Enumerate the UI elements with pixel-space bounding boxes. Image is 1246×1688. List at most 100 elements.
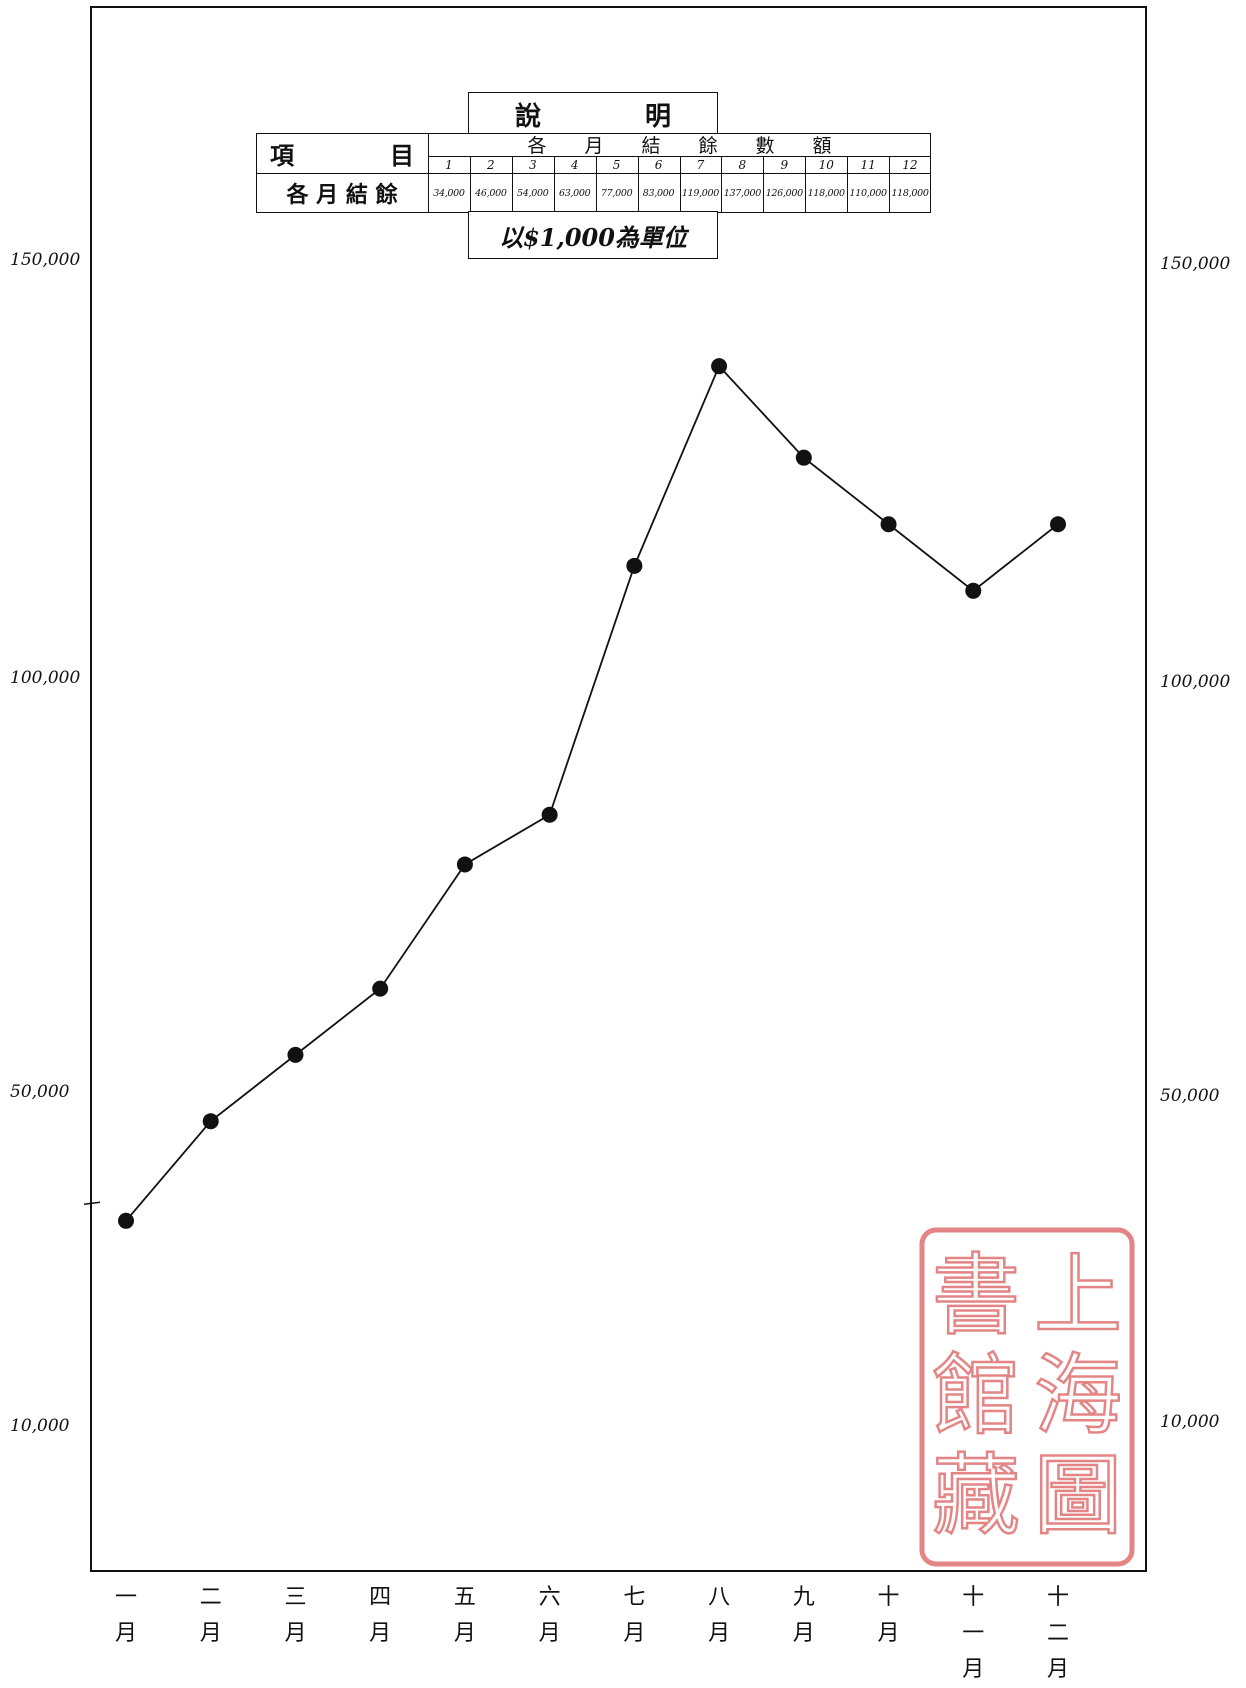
x-tick-label: 九月 bbox=[784, 1580, 824, 1652]
x-tick-label: 六月 bbox=[530, 1580, 570, 1652]
y-tick-right-150000: 150,000 bbox=[1160, 254, 1231, 274]
y-tick-left-100000: 100,000 bbox=[10, 668, 81, 688]
x-tick-label-part: 月 bbox=[199, 1621, 222, 1646]
data-point-6 bbox=[541, 806, 558, 823]
data-point-12 bbox=[1050, 516, 1066, 533]
legend-month-number: 7 bbox=[696, 157, 705, 172]
y-tick-left-150000: 150,000 bbox=[10, 250, 81, 270]
y-tick-left-10000: 10,000 bbox=[10, 1416, 70, 1436]
data-point-5 bbox=[456, 856, 473, 873]
legend-cell-divider bbox=[511, 156, 513, 213]
legend-month-number: 11 bbox=[860, 157, 876, 172]
x-tick-label-part: 五 bbox=[453, 1585, 476, 1610]
seal-character: 圖 bbox=[1034, 1444, 1122, 1547]
legend-cell-divider bbox=[637, 156, 639, 213]
plot-frame bbox=[90, 6, 1147, 1572]
seal-character: 海 bbox=[1034, 1344, 1122, 1447]
y-tick-left-50000: 50,000 bbox=[10, 1082, 70, 1102]
legend-month-value: 118,000 bbox=[891, 187, 929, 199]
legend-month-number: 12 bbox=[902, 157, 918, 172]
x-tick-label-part: 月 bbox=[369, 1621, 392, 1646]
x-tick-label-part: 十 bbox=[877, 1585, 900, 1610]
x-tick-label: 八月 bbox=[699, 1580, 739, 1652]
legend-cell-divider bbox=[595, 156, 597, 213]
legend-month-value: 126,000 bbox=[765, 187, 803, 199]
series-line bbox=[125, 364, 1059, 1222]
legend-cell-divider bbox=[805, 156, 807, 213]
legend-row-header: 項 目 bbox=[270, 140, 414, 170]
legend-month-number: 8 bbox=[738, 157, 747, 172]
data-point-1 bbox=[118, 1212, 134, 1229]
legend-month-number: 1 bbox=[445, 157, 453, 172]
x-tick-label: 十二月 bbox=[1038, 1580, 1078, 1688]
data-point-3 bbox=[287, 1046, 304, 1063]
seal-character: 書 bbox=[932, 1244, 1020, 1347]
x-tick-label: 七月 bbox=[614, 1580, 654, 1652]
legend-month-number: 5 bbox=[612, 157, 621, 172]
x-tick-label-part: 十二 bbox=[1046, 1585, 1069, 1646]
data-point-2 bbox=[202, 1113, 219, 1130]
legend-row-label: 各 月 結 餘 bbox=[286, 182, 398, 208]
x-tick-label-part: 二 bbox=[199, 1585, 222, 1610]
legend-cell-divider bbox=[469, 156, 471, 213]
x-tick-label: 十月 bbox=[869, 1580, 909, 1652]
legend-month-number: 6 bbox=[654, 157, 663, 172]
x-tick-label-part: 一 bbox=[114, 1585, 137, 1610]
legend-month-value: 46,000 bbox=[475, 187, 507, 199]
x-tick-label-part: 月 bbox=[1046, 1657, 1069, 1682]
legend-heading: 說 明 bbox=[514, 101, 671, 132]
axis-tick-mark bbox=[83, 1201, 101, 1205]
x-tick-label: 一月 bbox=[106, 1580, 146, 1652]
x-tick-label-part: 月 bbox=[538, 1621, 561, 1646]
legend-month-number: 2 bbox=[487, 157, 495, 172]
legend-cell-divider bbox=[721, 156, 723, 213]
legend-month-number: 10 bbox=[818, 157, 834, 172]
x-tick-label: 四月 bbox=[360, 1580, 400, 1652]
data-point-9 bbox=[795, 449, 812, 466]
seal-character: 藏 bbox=[932, 1444, 1020, 1547]
legend-month-value: 34,000 bbox=[433, 187, 465, 199]
x-tick-label: 十一月 bbox=[953, 1580, 993, 1688]
x-tick-label-part: 月 bbox=[114, 1621, 137, 1646]
data-point-7 bbox=[626, 557, 643, 574]
legend-cell-divider bbox=[889, 156, 891, 213]
legend-row-divider bbox=[256, 173, 931, 174]
data-point-4 bbox=[372, 980, 389, 997]
x-tick-label-part: 六 bbox=[538, 1585, 561, 1610]
x-tick-label-part: 月 bbox=[877, 1621, 900, 1646]
legend-month-number: 3 bbox=[528, 157, 537, 172]
legend-month-value: 118,000 bbox=[807, 187, 845, 199]
x-tick-label-part: 三 bbox=[284, 1585, 307, 1610]
legend-month-value: 137,000 bbox=[723, 187, 761, 199]
legend-month-value: 63,000 bbox=[558, 187, 591, 199]
legend-month-number: 4 bbox=[570, 157, 579, 172]
seal-character: 館 bbox=[932, 1344, 1020, 1447]
x-tick-label-part: 八 bbox=[708, 1585, 731, 1610]
y-tick-right-10000: 10,000 bbox=[1160, 1412, 1220, 1432]
data-point-8 bbox=[711, 358, 728, 375]
y-tick-right-50000: 50,000 bbox=[1160, 1086, 1220, 1106]
legend-cell-divider bbox=[847, 156, 849, 213]
legend-cell-divider bbox=[679, 156, 681, 213]
legend-cell-divider bbox=[763, 156, 765, 213]
x-tick-label-part: 七 bbox=[623, 1585, 646, 1610]
legend-unit-note: 以$1,000為單位 bbox=[499, 222, 687, 252]
x-tick-label-part: 月 bbox=[708, 1621, 731, 1646]
legend-column-group: 各 月 結 餘 數 額 bbox=[527, 135, 832, 157]
x-tick-label: 五月 bbox=[445, 1580, 485, 1652]
x-tick-label-part: 月 bbox=[284, 1621, 307, 1646]
legend-month-value: 83,000 bbox=[642, 187, 675, 199]
data-point-10 bbox=[880, 516, 897, 533]
legend-month-value: 110,000 bbox=[849, 187, 887, 199]
seal-character: 上 bbox=[1034, 1244, 1122, 1347]
x-tick-label-part: 月 bbox=[453, 1621, 476, 1646]
y-tick-right-100000: 100,000 bbox=[1160, 672, 1231, 692]
legend-month-value: 54,000 bbox=[517, 187, 549, 199]
x-tick-label: 二月 bbox=[191, 1580, 231, 1652]
legend-month-number: 9 bbox=[780, 157, 789, 172]
x-tick-label-part: 十一 bbox=[962, 1585, 985, 1646]
x-tick-label-part: 九 bbox=[792, 1585, 815, 1610]
